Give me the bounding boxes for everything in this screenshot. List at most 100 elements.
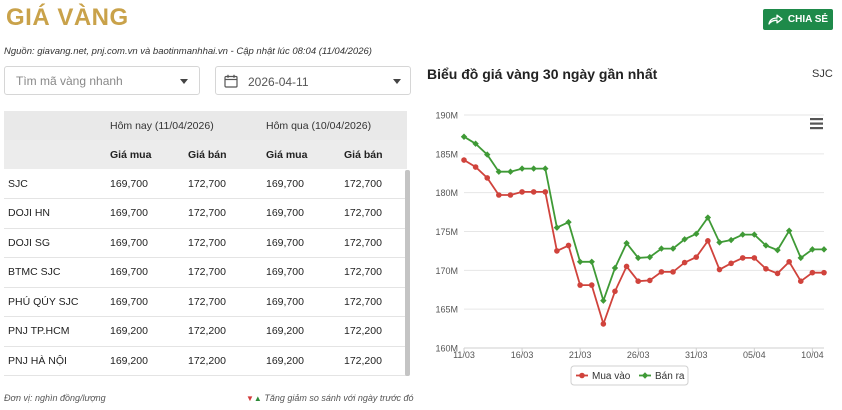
data-point-buy[interactable] [716,266,723,273]
data-point-sell[interactable] [809,246,816,253]
cell-yesterday-buy: 169,700 [262,169,340,199]
data-point-buy[interactable] [763,265,769,272]
data-point-buy[interactable] [565,242,572,249]
data-point-sell[interactable] [576,258,584,265]
data-point-sell[interactable] [820,246,828,253]
header-today-buy: Giá mua [106,140,184,169]
data-point-buy[interactable] [658,269,665,275]
cell-yesterday-sell: 172,700 [340,257,407,288]
legend-label-sell[interactable]: Bán ra [655,371,685,382]
data-point-buy[interactable] [519,189,525,195]
row-name: SJC [4,169,106,199]
table-row[interactable]: SJC 169,700 172,700 169,700 172,700 [4,169,407,199]
data-point-buy[interactable] [739,255,746,261]
cell-yesterday-buy: 169,200 [262,346,340,376]
data-point-sell[interactable] [530,165,537,172]
table-row[interactable]: PHÚ QÚY SJC 169,700 172,700 169,700 172,700 [4,287,407,317]
data-point-buy[interactable] [600,321,607,327]
share-button[interactable]: CHIA SẺ [763,9,833,30]
chart-menu-icon[interactable] [810,122,823,125]
date-picker[interactable]: 2026-04-11 [215,66,411,95]
data-point-buy[interactable] [705,238,711,244]
data-point-buy[interactable] [809,269,816,276]
data-point-buy[interactable] [554,248,560,254]
data-point-buy[interactable] [728,260,734,267]
data-point-buy[interactable] [681,259,688,266]
data-point-sell[interactable] [518,165,526,172]
data-point-buy[interactable] [461,157,467,163]
table-row[interactable]: DOJI SG 169,700 172,700 169,700 172,700 [4,228,407,258]
data-point-buy[interactable] [647,277,653,284]
data-point-buy[interactable] [542,189,549,195]
search-combobox[interactable] [4,66,200,95]
data-point-buy[interactable] [623,263,630,270]
header-today-sell: Giá bán [184,140,262,169]
data-point-buy[interactable] [693,254,700,260]
data-point-buy[interactable] [507,192,514,198]
table-group-header: Hôm nay (11/04/2026) Hôm qua (10/04/2026… [4,111,407,140]
row-name: PNJ HÀ NỘI [4,346,106,376]
data-point-sell[interactable] [484,151,491,158]
data-point-buy[interactable] [797,278,804,285]
data-point-buy[interactable] [751,255,758,261]
cell-yesterday-sell: 172,200 [340,316,407,347]
cell-today-sell: 172,700 [184,228,262,258]
data-point-buy[interactable] [530,189,537,195]
legend-label-buy[interactable]: Mua vào [592,371,631,382]
cell-today-sell: 172,700 [184,169,262,199]
page-title: GIÁ VÀNG [6,4,129,31]
table-row[interactable]: DOJI HN 169,700 172,700 169,700 172,700 [4,198,407,229]
cell-yesterday-buy: 169,700 [262,257,340,288]
calendar-icon [224,74,238,93]
table-row[interactable]: PNJ HÀ NỘI 169,200 172,200 169,200 172,200 [4,346,407,376]
data-point-buy[interactable] [786,258,792,265]
cell-today-sell: 172,700 [184,287,262,317]
data-point-sell[interactable] [739,231,746,238]
search-input[interactable] [5,67,175,94]
data-point-buy[interactable] [588,282,595,288]
source-note: Nguồn: giavang.net, pnj.com.vn và baotin… [4,46,372,57]
data-point-sell[interactable] [495,168,503,175]
chart-menu-icon[interactable] [810,118,823,121]
data-point-sell[interactable] [588,258,595,265]
data-point-buy[interactable] [484,175,491,181]
cell-today-buy: 169,200 [106,346,184,376]
price-table-container[interactable]: Hôm nay (11/04/2026) Hôm qua (10/04/2026… [4,111,411,377]
table-row[interactable]: BTMC SJC 169,700 172,700 169,700 172,700 [4,257,407,288]
data-point-sell[interactable] [472,140,479,147]
table-body: SJC 169,700 172,700 169,700 172,700 DOJI HN 16… [4,169,407,376]
cell-today-sell: 172,200 [184,346,262,376]
table-column-header: Giá mua Giá bán Giá mua Giá bán [4,140,407,169]
data-point-sell[interactable] [600,297,607,304]
data-point-buy[interactable] [821,269,827,276]
data-point-buy[interactable] [472,164,479,170]
chart-menu-icon[interactable] [810,127,823,130]
y-tick-label: 190M [435,111,458,121]
data-point-sell[interactable] [797,254,804,262]
data-point-sell[interactable] [507,168,514,175]
data-point-sell[interactable] [681,236,688,243]
data-point-sell[interactable] [704,214,712,221]
data-point-sell[interactable] [460,133,468,140]
data-point-sell[interactable] [553,224,561,231]
cell-yesterday-sell: 172,200 [340,346,407,376]
arrow-up-icon: ▲ [253,394,262,403]
header-yesterday: Hôm qua (10/04/2026) [262,111,407,140]
data-point-buy[interactable] [612,288,618,295]
chart-selected-code: SJC [812,68,833,80]
table-row[interactable]: PNJ TP.HCM 169,200 172,200 169,200 172,200 [4,316,407,347]
table-scrollbar[interactable] [405,170,410,376]
header-today: Hôm nay (11/04/2026) [106,111,262,140]
data-point-buy[interactable] [496,192,502,198]
chart-legend [570,365,689,386]
data-point-sell[interactable] [727,236,735,244]
chevron-down-icon [180,79,188,84]
data-point-buy[interactable] [774,270,781,277]
data-point-buy[interactable] [577,282,583,288]
data-point-sell[interactable] [542,165,549,172]
data-point-sell[interactable] [565,218,572,226]
data-point-buy[interactable] [670,269,676,275]
data-point-sell[interactable] [693,230,700,238]
data-point-sell[interactable] [716,239,723,246]
data-point-buy[interactable] [635,278,641,285]
